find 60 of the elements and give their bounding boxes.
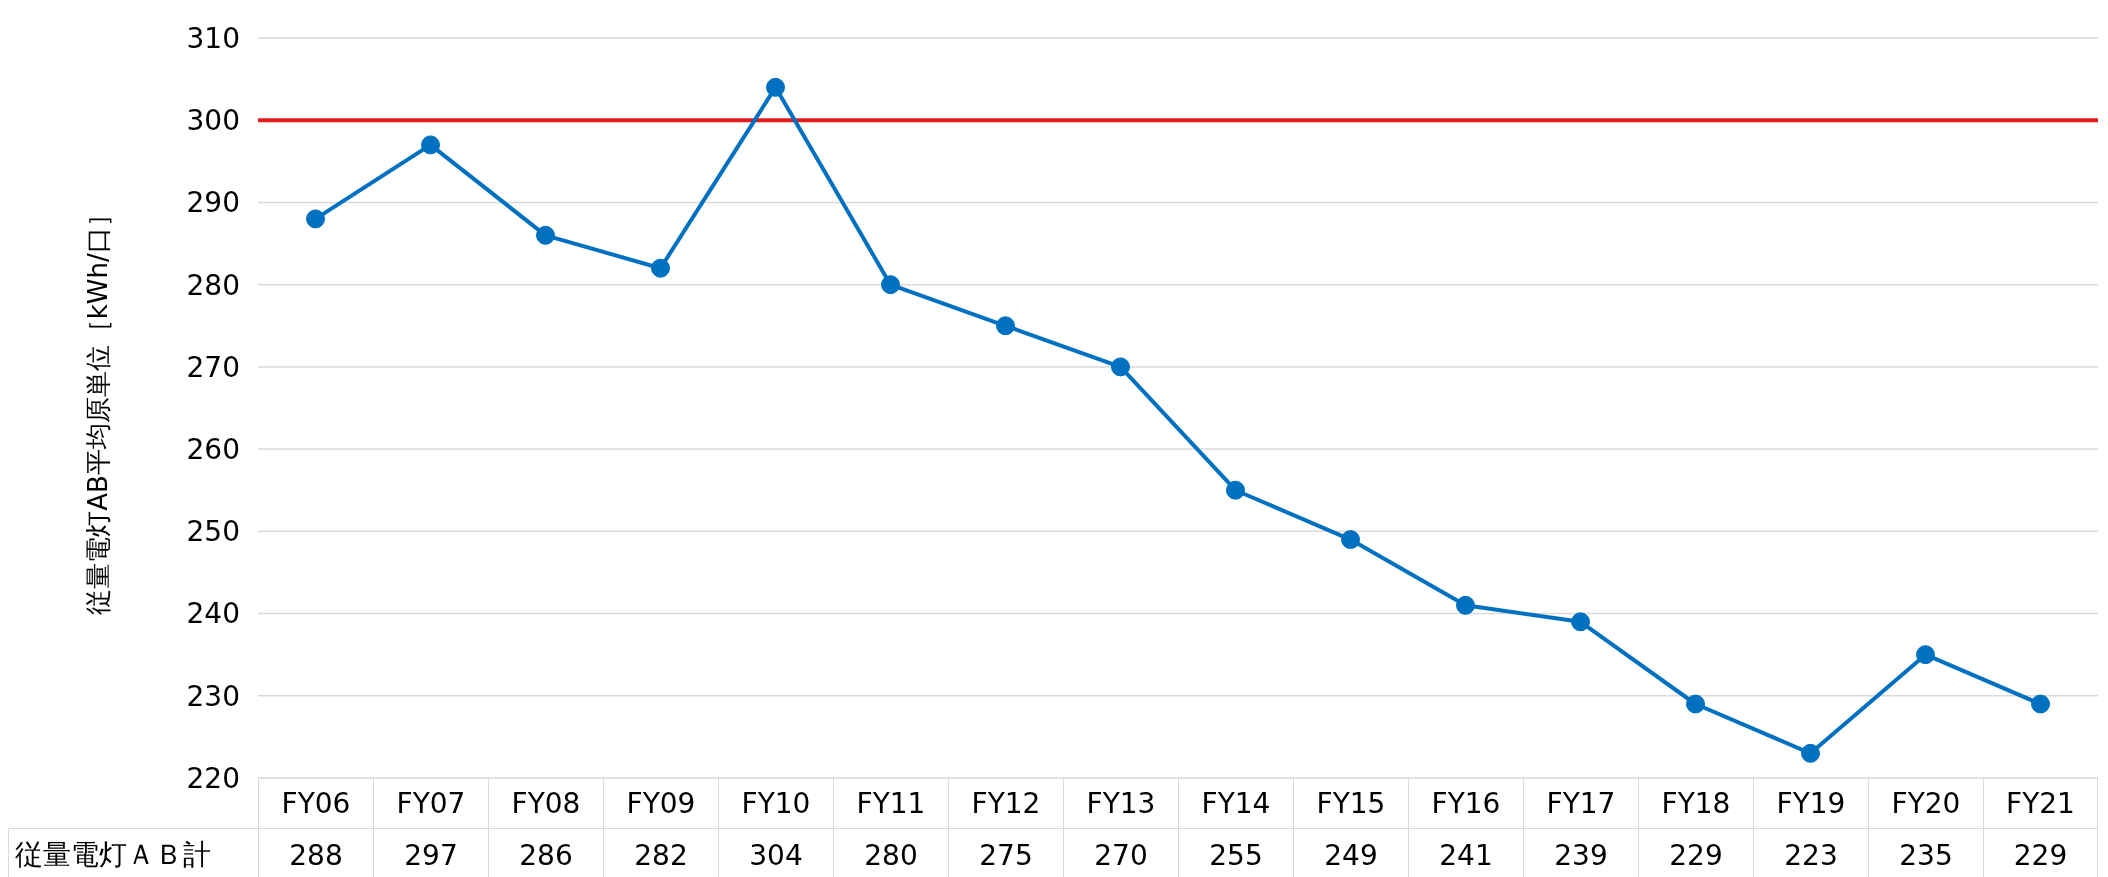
y-tick-label: 270 [186, 350, 240, 384]
y-tick-label: 250 [186, 515, 240, 549]
point [1341, 530, 1360, 550]
data-label: 275 [948, 829, 1063, 877]
y-tick-label: 300 [186, 104, 240, 138]
x-tick-label: FY15 [1293, 778, 1408, 828]
data-label: 239 [1523, 829, 1638, 877]
y-tick-label: 290 [186, 186, 240, 220]
y-tick-label: 240 [186, 597, 240, 631]
data-label: 241 [1408, 829, 1523, 877]
y-tick-label: 230 [186, 679, 240, 713]
data-label: 270 [1063, 829, 1178, 877]
data-label: 282 [603, 829, 718, 877]
point [1916, 645, 1935, 665]
point [651, 258, 670, 278]
data-label: 304 [718, 829, 833, 877]
point [421, 135, 440, 155]
point [881, 275, 900, 295]
point [1801, 743, 1820, 763]
point [1686, 694, 1705, 714]
data-label: 286 [488, 829, 603, 877]
text: 従量電灯ＡＢ計 [8, 829, 258, 877]
point [2031, 694, 2050, 714]
x-tick-label: FY08 [488, 778, 603, 828]
x-tick-label: FY06 [258, 778, 373, 828]
data-label: 280 [833, 829, 948, 877]
data-label: 249 [1293, 829, 1408, 877]
y-tick-label: 280 [186, 268, 240, 302]
x-tick-label: FY11 [833, 778, 948, 828]
point [1111, 357, 1130, 377]
x-tick-label: FY09 [603, 778, 718, 828]
x-tick-label: FY14 [1178, 778, 1293, 828]
point [766, 77, 785, 97]
y-axis-title: 従量電灯AB平均原単位［kWh/口］ [83, 201, 114, 615]
point [1226, 480, 1245, 500]
y-tick-label: 310 [186, 21, 240, 55]
x-tick-label: FY16 [1408, 778, 1523, 828]
data-label: 288 [258, 829, 373, 877]
x-tick-label: FY21 [1983, 778, 2098, 828]
x-tick-label: FY19 [1753, 778, 1868, 828]
x-tick-label: FY07 [373, 778, 488, 828]
data-label: 297 [373, 829, 488, 877]
point [996, 316, 1015, 336]
x-tick-label: FY12 [948, 778, 1063, 828]
x-tick-label: FY10 [718, 778, 833, 828]
data-label: 235 [1868, 829, 1983, 877]
point [306, 209, 325, 229]
data-label: 229 [1638, 829, 1753, 877]
x-tick-label: FY18 [1638, 778, 1753, 828]
x-tick-label: FY20 [1868, 778, 1983, 828]
point [1571, 612, 1590, 632]
data-label: 255 [1178, 829, 1293, 877]
x-tick-label: FY17 [1523, 778, 1638, 828]
point [536, 225, 555, 245]
y-tick-label: 260 [186, 433, 240, 467]
x-tick-label: FY13 [1063, 778, 1178, 828]
point [1456, 595, 1475, 615]
y-tick-label: 220 [186, 761, 240, 795]
data-label: 223 [1753, 829, 1868, 877]
data-label: 229 [1983, 829, 2098, 877]
